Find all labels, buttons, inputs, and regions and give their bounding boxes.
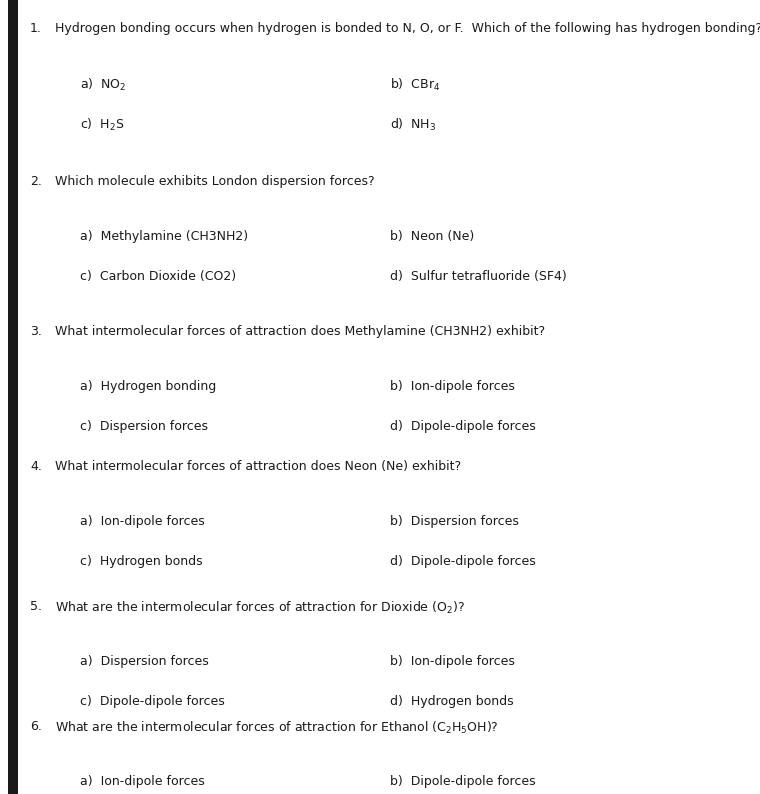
Text: d)  Dipole-dipole forces: d) Dipole-dipole forces bbox=[390, 555, 536, 568]
Text: c)  H$_2$S: c) H$_2$S bbox=[80, 117, 125, 133]
Text: a)  Hydrogen bonding: a) Hydrogen bonding bbox=[80, 380, 217, 393]
Text: d)  Dipole-dipole forces: d) Dipole-dipole forces bbox=[390, 420, 536, 433]
Text: 5.: 5. bbox=[30, 600, 42, 613]
Text: Which molecule exhibits London dispersion forces?: Which molecule exhibits London dispersio… bbox=[55, 175, 375, 188]
Text: What are the intermolecular forces of attraction for Ethanol (C$_2$H$_5$OH)?: What are the intermolecular forces of at… bbox=[55, 720, 499, 736]
Text: b)  Ion-dipole forces: b) Ion-dipole forces bbox=[390, 380, 515, 393]
Text: What intermolecular forces of attraction does Neon (Ne) exhibit?: What intermolecular forces of attraction… bbox=[55, 460, 461, 473]
Text: d)  Hydrogen bonds: d) Hydrogen bonds bbox=[390, 695, 514, 708]
Text: b)  Ion-dipole forces: b) Ion-dipole forces bbox=[390, 655, 515, 668]
Text: d)  Sulfur tetrafluoride (SF4): d) Sulfur tetrafluoride (SF4) bbox=[390, 270, 567, 283]
Text: a)  Methylamine (CH3NH2): a) Methylamine (CH3NH2) bbox=[80, 230, 248, 243]
Text: c)  Dispersion forces: c) Dispersion forces bbox=[80, 420, 208, 433]
Text: 1.: 1. bbox=[30, 22, 42, 35]
Text: 3.: 3. bbox=[30, 325, 42, 338]
Text: 4.: 4. bbox=[30, 460, 42, 473]
Text: c)  Carbon Dioxide (CO2): c) Carbon Dioxide (CO2) bbox=[80, 270, 236, 283]
Text: b)  Neon (Ne): b) Neon (Ne) bbox=[390, 230, 474, 243]
Text: c)  Dipole-dipole forces: c) Dipole-dipole forces bbox=[80, 695, 225, 708]
Bar bbox=[8, 0, 18, 794]
Text: What are the intermolecular forces of attraction for Dioxide (O$_2$)?: What are the intermolecular forces of at… bbox=[55, 600, 465, 616]
Text: b)  Dipole-dipole forces: b) Dipole-dipole forces bbox=[390, 775, 536, 788]
Text: a)  Ion-dipole forces: a) Ion-dipole forces bbox=[80, 515, 204, 528]
Text: b)  CBr$_4$: b) CBr$_4$ bbox=[390, 77, 440, 93]
Text: What intermolecular forces of attraction does Methylamine (CH3NH2) exhibit?: What intermolecular forces of attraction… bbox=[55, 325, 545, 338]
Text: d)  NH$_3$: d) NH$_3$ bbox=[390, 117, 436, 133]
Text: a)  Ion-dipole forces: a) Ion-dipole forces bbox=[80, 775, 204, 788]
Text: c)  Hydrogen bonds: c) Hydrogen bonds bbox=[80, 555, 203, 568]
Text: 2.: 2. bbox=[30, 175, 42, 188]
Text: a)  NO$_2$: a) NO$_2$ bbox=[80, 77, 126, 93]
Text: Hydrogen bonding occurs when hydrogen is bonded to N, O, or F.  Which of the fol: Hydrogen bonding occurs when hydrogen is… bbox=[55, 22, 760, 35]
Text: a)  Dispersion forces: a) Dispersion forces bbox=[80, 655, 209, 668]
Text: b)  Dispersion forces: b) Dispersion forces bbox=[390, 515, 519, 528]
Text: 6.: 6. bbox=[30, 720, 42, 733]
